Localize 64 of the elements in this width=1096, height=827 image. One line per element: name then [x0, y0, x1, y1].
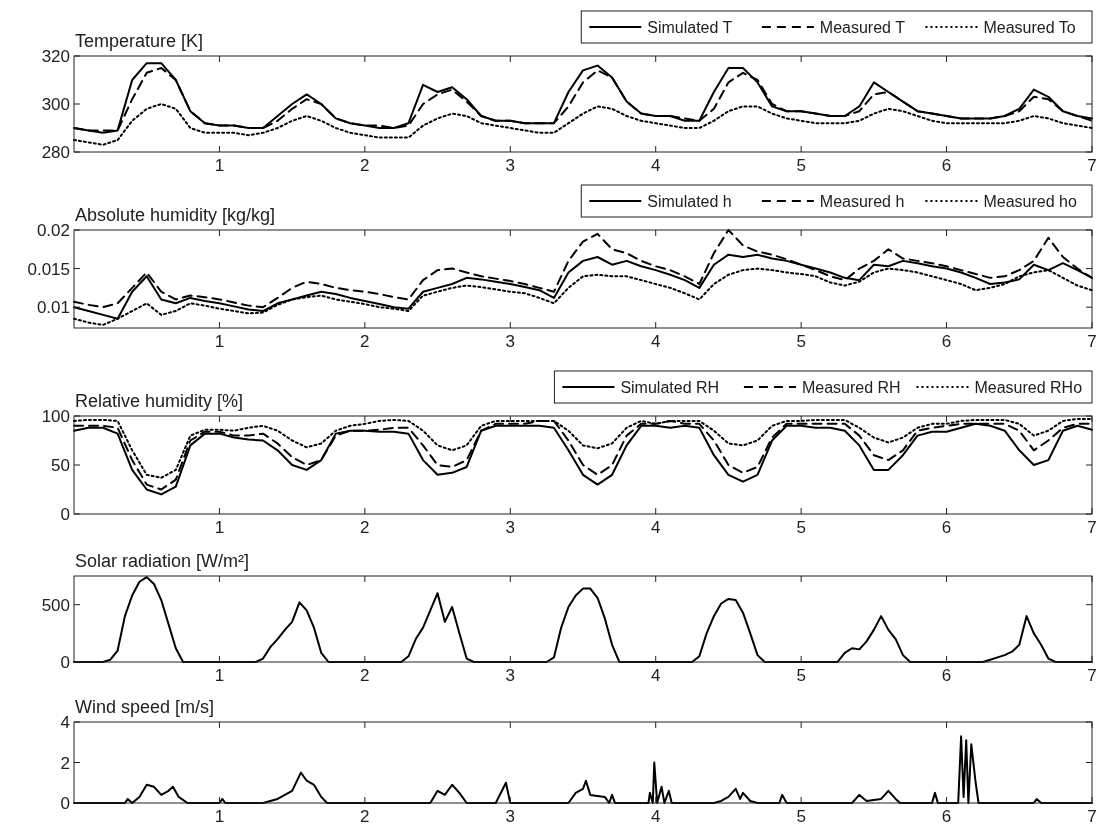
- y-tick-label: 0: [60, 794, 70, 813]
- x-tick-label: 7: [1087, 666, 1096, 685]
- x-tick-label: 7: [1087, 332, 1096, 351]
- x-tick-label: 3: [505, 518, 516, 537]
- chart-title: Solar radiation [W/m²]: [75, 551, 250, 571]
- x-tick-label: 6: [941, 666, 952, 685]
- x-tick-label: 2: [360, 518, 370, 537]
- legend-label: Simulated h: [647, 193, 732, 210]
- y-tick-label: 100: [41, 407, 70, 426]
- x-tick-label: 7: [1087, 518, 1096, 537]
- y-tick-label: 0: [60, 505, 70, 524]
- x-tick-label: 6: [941, 156, 952, 175]
- x-tick-label: 4: [650, 666, 661, 685]
- legend-label: Measured To: [983, 19, 1076, 36]
- x-tick-label: 5: [796, 666, 806, 685]
- legend-label: Simulated RH: [620, 379, 720, 396]
- chart-title: Wind speed [m/s]: [75, 697, 215, 717]
- y-tick-label: 0: [60, 653, 70, 672]
- x-tick-label: 2: [360, 332, 370, 351]
- x-tick-label: 6: [941, 518, 952, 537]
- y-tick-label: 0.015: [27, 259, 70, 279]
- x-tick-label: 7: [1087, 807, 1096, 826]
- x-tick-label: 5: [796, 807, 806, 826]
- x-tick-label: 4: [650, 807, 661, 826]
- x-tick-label: 3: [505, 666, 516, 685]
- x-tick-label: 1: [214, 156, 225, 175]
- y-tick-label: 320: [41, 47, 70, 66]
- y-tick-label: 4: [60, 713, 70, 732]
- x-tick-label: 2: [360, 666, 370, 685]
- x-tick-label: 5: [796, 518, 806, 537]
- chart-title: Temperature [K]: [75, 31, 204, 51]
- x-tick-label: 1: [214, 518, 225, 537]
- chart-title: Absolute humidity [kg/kg]: [75, 205, 276, 225]
- y-tick-label: 280: [41, 143, 70, 162]
- x-tick-label: 5: [796, 332, 806, 351]
- legend-label: Simulated T: [647, 19, 733, 36]
- y-tick-label: 300: [41, 95, 70, 114]
- x-tick-label: 1: [214, 332, 225, 351]
- x-tick-label: 4: [650, 156, 661, 175]
- legend-label: Measured h: [819, 193, 905, 210]
- x-tick-label: 4: [650, 332, 661, 351]
- y-tick-label: 2: [60, 753, 70, 773]
- y-tick-label: 0.01: [36, 298, 70, 318]
- y-tick-label: 50: [51, 456, 70, 475]
- x-tick-label: 6: [941, 807, 952, 826]
- legend-label: Measured T: [819, 19, 906, 36]
- x-tick-label: 6: [941, 332, 952, 351]
- line-series: [73, 103, 1093, 146]
- x-tick-label: 3: [505, 332, 516, 351]
- x-tick-label: 5: [796, 156, 806, 175]
- legend-label: Measured ho: [983, 193, 1077, 210]
- x-tick-label: 1: [214, 807, 225, 826]
- x-tick-label: 7: [1087, 156, 1096, 175]
- legend-label: Measured RH: [801, 379, 901, 396]
- x-tick-label: 4: [650, 518, 661, 537]
- x-tick-label: 2: [360, 807, 370, 826]
- x-tick-label: 3: [505, 156, 516, 175]
- chart-title: Relative humidity [%]: [75, 391, 244, 411]
- y-tick-label: 0.02: [36, 221, 70, 240]
- x-tick-label: 3: [505, 807, 516, 826]
- x-tick-label: 1: [214, 666, 225, 685]
- x-tick-label: 2: [360, 156, 370, 175]
- legend-label: Measured RHo: [974, 379, 1083, 396]
- y-tick-label: 500: [41, 595, 70, 615]
